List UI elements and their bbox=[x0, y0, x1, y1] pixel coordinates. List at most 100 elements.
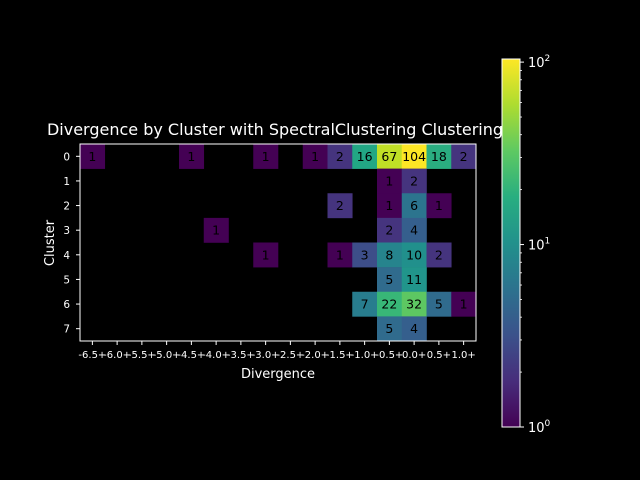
heatmap-cell bbox=[253, 242, 279, 268]
x-tick-label: 0.0+ bbox=[402, 350, 426, 361]
cell-value-label: 2 bbox=[460, 149, 468, 164]
cell-value-label: 1 bbox=[435, 198, 443, 213]
cell-value-label: 4 bbox=[410, 321, 418, 336]
cell-value-label: 5 bbox=[435, 297, 443, 312]
heatmap-cell bbox=[426, 193, 452, 219]
heatmap-cell bbox=[377, 316, 403, 342]
x-tick-label: 0.5+ bbox=[427, 350, 451, 361]
cell-value-label: 1 bbox=[212, 223, 220, 238]
cell-value-label: 2 bbox=[410, 173, 418, 188]
cell-value-label: 104 bbox=[402, 149, 426, 164]
heatmap-cell bbox=[401, 193, 427, 219]
cell-value-label: 2 bbox=[336, 198, 344, 213]
cell-value-label: 3 bbox=[361, 247, 369, 262]
x-tick-label: 1.0+ bbox=[451, 350, 475, 361]
x-tick-label: -3.0+ bbox=[252, 350, 280, 361]
x-axis-ticks: -6.5+-6.0+-5.5+-5.0+-4.5+-4.0+-3.5+-3.0+… bbox=[78, 341, 476, 361]
heatmap-cell bbox=[179, 144, 205, 169]
heatmap-cell bbox=[253, 144, 279, 169]
cell-value-label: 18 bbox=[431, 149, 447, 164]
cell-value-label: 22 bbox=[381, 297, 397, 312]
x-tick-label: -3.5+ bbox=[227, 350, 255, 361]
y-tick-label: 4 bbox=[63, 250, 70, 262]
colorbar-tick-label: 100 bbox=[528, 419, 551, 436]
cell-value-label: 2 bbox=[435, 247, 443, 262]
x-tick-label: -5.5+ bbox=[128, 350, 156, 361]
cell-value-label: 32 bbox=[406, 297, 422, 312]
cell-value-label: 1 bbox=[311, 149, 319, 164]
heatmap-cell bbox=[327, 242, 353, 268]
heatmap-cell bbox=[352, 291, 378, 317]
cell-value-label: 11 bbox=[406, 272, 422, 287]
y-tick-label: 6 bbox=[63, 299, 70, 311]
y-tick-label: 5 bbox=[63, 274, 70, 286]
chart-title: Divergence by Cluster with SpectralClust… bbox=[47, 120, 503, 139]
heatmap-cell bbox=[302, 144, 328, 169]
heatmap-cell bbox=[352, 144, 378, 169]
cell-value-label: 67 bbox=[381, 149, 397, 164]
heatmap-cell bbox=[377, 242, 403, 268]
heatmap-cell bbox=[451, 291, 477, 317]
x-tick-label: -1.0+ bbox=[351, 350, 379, 361]
heatmap-cell bbox=[401, 217, 427, 243]
x-tick-label: -6.5+ bbox=[78, 350, 106, 361]
cell-value-label: 5 bbox=[385, 321, 393, 336]
colorbar-ticks: 100 101 102 bbox=[520, 54, 551, 436]
cell-value-label: 4 bbox=[410, 223, 418, 238]
heatmap-cell bbox=[451, 144, 477, 169]
heatmap-cell bbox=[426, 242, 452, 268]
cell-value-label: 1 bbox=[88, 149, 96, 164]
x-tick-label: -4.5+ bbox=[177, 350, 205, 361]
cell-value-label: 5 bbox=[385, 272, 393, 287]
heatmap-cell bbox=[377, 217, 403, 243]
heatmap-cells: 1 1 1 1 2 16 67 104 18 21 22 1 6 11 2 41 1 3 8 10 25 117 22 32 5… bbox=[80, 144, 477, 342]
heatmap-cell bbox=[401, 316, 427, 342]
x-tick-label: -0.5+ bbox=[375, 350, 403, 361]
cell-value-label: 7 bbox=[361, 297, 369, 312]
x-tick-label: -5.0+ bbox=[153, 350, 181, 361]
heatmap-cell bbox=[377, 168, 403, 194]
y-tick-label: 2 bbox=[63, 201, 70, 213]
cell-value-label: 1 bbox=[385, 173, 393, 188]
heatmap-cell bbox=[203, 217, 229, 243]
heatmap-cell bbox=[401, 144, 427, 169]
heatmap-cell bbox=[401, 291, 427, 317]
cell-value-label: 1 bbox=[262, 149, 270, 164]
colorbar-tick-label: 101 bbox=[528, 237, 550, 254]
cell-value-label: 1 bbox=[187, 149, 195, 164]
cell-value-label: 2 bbox=[336, 149, 344, 164]
cell-value-label: 1 bbox=[460, 297, 468, 312]
cell-value-label: 8 bbox=[385, 247, 393, 262]
cell-value-label: 1 bbox=[262, 247, 270, 262]
heatmap-cell bbox=[377, 291, 403, 317]
cell-value-label: 1 bbox=[385, 198, 393, 213]
heatmap-cell bbox=[80, 144, 106, 169]
plot-frame bbox=[79, 143, 477, 342]
heatmap-cell bbox=[327, 193, 353, 219]
x-tick-label: -2.0+ bbox=[301, 350, 329, 361]
heatmap-cell bbox=[426, 291, 452, 317]
heatmap-cell bbox=[401, 168, 427, 194]
heatmap-cell bbox=[327, 144, 353, 169]
heatmap-cell bbox=[426, 144, 452, 169]
y-axis-ticks: 0 1 2 3 4 5 6 7 bbox=[63, 151, 80, 336]
x-tick-label: -1.5+ bbox=[326, 350, 354, 361]
cell-value-label: 16 bbox=[357, 149, 373, 164]
y-tick-label: 7 bbox=[63, 324, 70, 336]
heatmap-cell bbox=[377, 193, 403, 219]
cell-value-label: 1 bbox=[336, 247, 344, 262]
y-tick-label: 3 bbox=[63, 225, 70, 237]
x-tick-label: -4.0+ bbox=[202, 350, 230, 361]
cell-value-label: 10 bbox=[406, 247, 422, 262]
x-tick-label: -2.5+ bbox=[276, 350, 304, 361]
x-axis-label: Divergence bbox=[241, 367, 315, 382]
heatmap-cell bbox=[401, 267, 427, 293]
y-axis-label: Cluster bbox=[43, 219, 58, 266]
cell-value-label: 2 bbox=[385, 223, 393, 238]
heatmap-cell bbox=[377, 144, 403, 169]
y-tick-label: 1 bbox=[63, 176, 70, 188]
cell-value-label: 6 bbox=[410, 198, 418, 213]
heatmap-cell bbox=[401, 242, 427, 268]
y-tick-label: 0 bbox=[63, 151, 70, 163]
